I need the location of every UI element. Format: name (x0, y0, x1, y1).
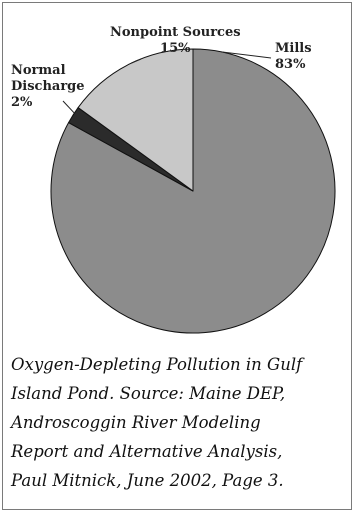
pie-slice-nonpoint-sources (77, 48, 194, 192)
slice-label-nonpoint-name: Nonpoint Sources (110, 25, 241, 40)
caption-line-5: Paul Mitnick, June 2002, Page 3. (11, 471, 284, 490)
slice-label-nonpoint-value: 15% (160, 41, 191, 56)
chart-caption: Oxygen-Depleting Pollution in Gulf Island… (11, 350, 351, 495)
slice-label-nonpoint-sources: Nonpoint Sources 15% (110, 25, 241, 57)
slice-label-mills-name: Mills (275, 41, 312, 56)
slice-label-mills: Mills 83% (275, 41, 312, 73)
slice-label-normal-value: 2% (11, 95, 33, 110)
caption-line-4: Report and Alternative Analysis, (11, 442, 283, 461)
leader-line-normal (62, 100, 75, 114)
slice-label-normal-discharge: Normal Discharge 2% (11, 63, 85, 111)
caption-line-1: Oxygen-Depleting Pollution in Gulf (11, 355, 303, 374)
slice-label-mills-value: 83% (275, 57, 306, 72)
slice-label-normal-name-1: Normal (11, 63, 66, 78)
caption-line-2: Island Pond. Source: Maine DEP, (11, 384, 286, 403)
chart-frame: Nonpoint Sources 15% Mills 83% Normal Disch… (2, 2, 352, 510)
leader-line-nonpoint (131, 58, 142, 64)
leader-line-mills (221, 51, 272, 59)
slice-label-normal-name-2: Discharge (11, 79, 85, 94)
caption-line-3: Androscoggin River Modeling (11, 413, 261, 432)
pie-chart (50, 48, 336, 334)
